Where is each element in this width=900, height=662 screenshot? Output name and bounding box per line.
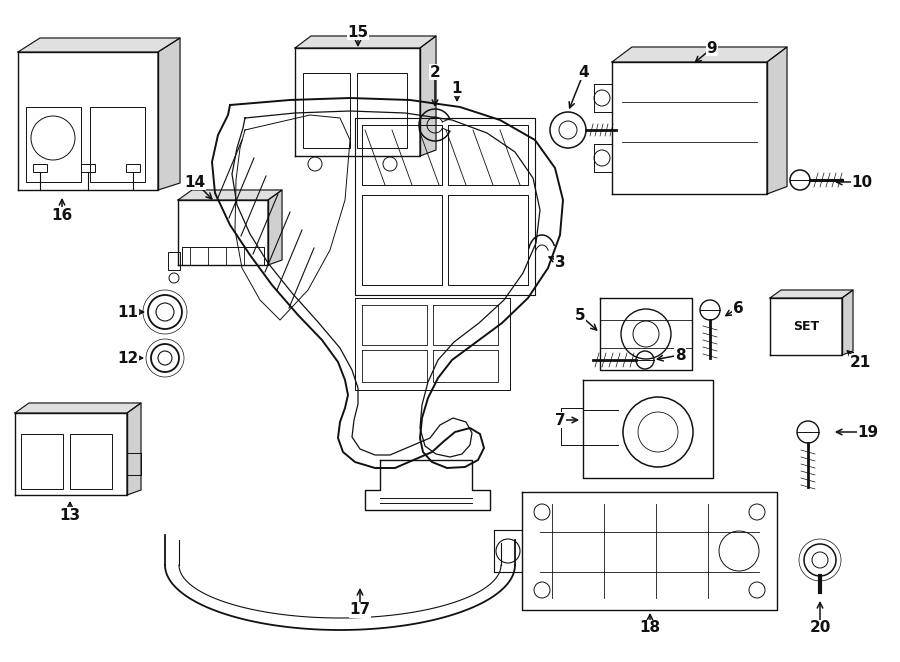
Text: 1: 1 bbox=[452, 81, 463, 95]
Text: 20: 20 bbox=[809, 620, 831, 636]
Bar bbox=[21, 434, 63, 489]
Bar bbox=[357, 73, 407, 148]
Polygon shape bbox=[268, 190, 282, 265]
Text: 10: 10 bbox=[851, 175, 873, 189]
Text: 16: 16 bbox=[51, 207, 73, 222]
Text: 9: 9 bbox=[706, 40, 717, 56]
Text: 12: 12 bbox=[117, 350, 139, 365]
Polygon shape bbox=[770, 298, 842, 355]
Text: 2: 2 bbox=[429, 64, 440, 79]
Text: SET: SET bbox=[793, 320, 819, 333]
Polygon shape bbox=[420, 36, 436, 156]
Polygon shape bbox=[770, 290, 853, 298]
Polygon shape bbox=[522, 492, 777, 610]
Text: 21: 21 bbox=[850, 354, 870, 369]
Polygon shape bbox=[583, 380, 713, 478]
Polygon shape bbox=[15, 403, 141, 413]
Bar bbox=[70, 434, 112, 489]
Polygon shape bbox=[127, 403, 141, 495]
Text: 18: 18 bbox=[639, 620, 661, 636]
Polygon shape bbox=[18, 38, 180, 52]
Bar bbox=[168, 252, 180, 270]
Bar bbox=[126, 164, 140, 172]
Bar bbox=[90, 107, 145, 182]
Polygon shape bbox=[158, 38, 180, 190]
Polygon shape bbox=[767, 47, 787, 194]
Polygon shape bbox=[178, 200, 268, 265]
Bar bbox=[26, 107, 81, 182]
Polygon shape bbox=[365, 460, 490, 510]
Polygon shape bbox=[15, 413, 127, 495]
Text: 17: 17 bbox=[349, 602, 371, 618]
Text: 13: 13 bbox=[59, 508, 81, 522]
Polygon shape bbox=[612, 47, 787, 62]
Text: 8: 8 bbox=[675, 348, 685, 363]
Text: 19: 19 bbox=[858, 424, 878, 440]
Polygon shape bbox=[295, 36, 436, 48]
Text: 7: 7 bbox=[554, 412, 565, 428]
Polygon shape bbox=[600, 298, 692, 370]
Text: 14: 14 bbox=[184, 175, 205, 189]
Text: 6: 6 bbox=[733, 301, 743, 316]
Polygon shape bbox=[842, 290, 853, 355]
Text: 15: 15 bbox=[347, 24, 369, 40]
Text: 4: 4 bbox=[579, 64, 590, 79]
Polygon shape bbox=[178, 190, 282, 200]
Bar bbox=[81, 164, 95, 172]
Polygon shape bbox=[212, 98, 563, 468]
Polygon shape bbox=[295, 48, 420, 156]
Text: 3: 3 bbox=[554, 254, 565, 269]
Text: 11: 11 bbox=[118, 305, 139, 320]
Bar bbox=[33, 164, 47, 172]
Polygon shape bbox=[18, 52, 158, 190]
Bar bbox=[303, 73, 350, 148]
Text: 5: 5 bbox=[575, 308, 585, 322]
Polygon shape bbox=[612, 62, 767, 194]
